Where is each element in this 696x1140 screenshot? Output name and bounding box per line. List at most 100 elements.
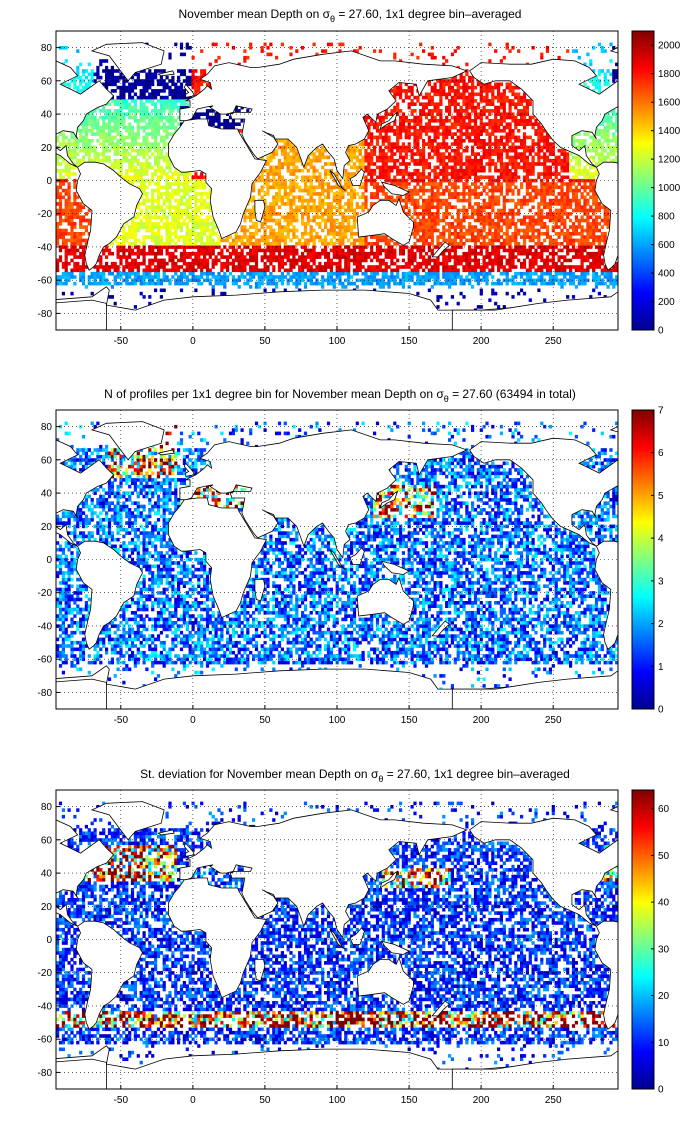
heatmap-cell — [188, 178, 192, 183]
heatmap-cell — [563, 182, 567, 186]
heatmap-cell — [312, 228, 316, 233]
heatmap-cell — [208, 245, 212, 249]
heatmap-cell — [413, 242, 417, 246]
heatmap-cell — [200, 205, 204, 209]
heatmap-cell — [531, 168, 535, 173]
heatmap-cell — [355, 202, 359, 206]
heatmap-cell — [292, 202, 296, 206]
heatmap-cell — [557, 232, 561, 236]
heatmap-cell — [263, 178, 267, 183]
heatmap-cell — [442, 188, 446, 193]
heatmap-cell — [292, 185, 296, 190]
heatmap-cell — [303, 265, 308, 269]
heatmap-cell — [286, 168, 290, 173]
heatmap-cell — [179, 275, 184, 279]
heatmap-cell — [566, 198, 570, 203]
heatmap-cell — [375, 245, 380, 249]
heatmap-cell — [171, 175, 175, 180]
heatmap-cell — [560, 222, 564, 226]
heatmap-cell — [384, 261, 388, 266]
heatmap-cell — [110, 165, 114, 170]
heatmap-cell — [540, 268, 544, 273]
heatmap-cell — [179, 278, 184, 283]
heatmap-cell — [289, 145, 293, 150]
heatmap-cell — [465, 278, 469, 283]
heatmap-cell — [243, 281, 247, 286]
heatmap-cell — [436, 175, 440, 180]
heatmap-cell — [482, 152, 486, 156]
heatmap-cell — [188, 278, 192, 283]
heatmap-cell — [283, 185, 287, 190]
heatmap-cell — [295, 261, 299, 266]
heatmap-cell — [436, 208, 440, 213]
heatmap-cell — [399, 185, 403, 190]
heatmap-cell — [560, 195, 564, 200]
heatmap-cell — [355, 238, 359, 243]
heatmap-cell — [182, 218, 186, 223]
heatmap-cell — [136, 248, 140, 253]
heatmap-cell — [390, 155, 394, 160]
heatmap-cell — [162, 142, 166, 146]
heatmap-cell — [427, 172, 431, 176]
heatmap-cell — [491, 232, 495, 236]
heatmap-cell — [551, 152, 555, 156]
heatmap-cell — [497, 228, 501, 233]
heatmap-cell — [289, 162, 293, 166]
heatmap-cell — [191, 278, 195, 283]
heatmap-cell — [439, 158, 443, 163]
heatmap-cell — [246, 278, 250, 283]
heatmap-cell — [159, 215, 163, 219]
heatmap-cell — [407, 142, 411, 146]
heatmap-cell — [76, 158, 80, 163]
heatmap-cell — [338, 238, 342, 243]
heatmap-cell — [145, 205, 149, 209]
heatmap-cell — [488, 158, 492, 163]
heatmap-cell — [465, 182, 469, 186]
heatmap-cell — [367, 275, 371, 279]
heatmap-cell — [110, 242, 114, 246]
heatmap-cell — [364, 195, 368, 200]
heatmap-cell — [534, 185, 538, 190]
heatmap-cell — [577, 281, 581, 286]
heatmap-cell — [494, 198, 498, 203]
heatmap-cell — [563, 158, 567, 163]
heatmap-cell — [508, 175, 512, 180]
heatmap-cell — [445, 301, 449, 306]
heatmap-cell — [148, 261, 152, 266]
heatmap-cell — [508, 168, 512, 173]
heatmap-cell — [194, 238, 198, 243]
heatmap-cell — [179, 281, 184, 286]
heatmap-cell — [148, 178, 152, 183]
heatmap-cell — [528, 228, 532, 233]
heatmap-cell — [427, 142, 431, 146]
heatmap-cell — [122, 255, 126, 259]
heatmap-cell — [597, 155, 601, 160]
heatmap-cell — [211, 271, 215, 276]
heatmap-cell — [280, 238, 284, 243]
heatmap-cell — [154, 188, 158, 193]
heatmap-cell — [427, 255, 431, 259]
heatmap-cell — [416, 182, 420, 186]
heatmap-cell — [205, 225, 210, 229]
heatmap-cell — [522, 261, 527, 266]
heatmap-cell — [162, 268, 166, 273]
heatmap-cell — [600, 248, 604, 253]
heatmap-cell — [548, 185, 552, 190]
heatmap-cell — [445, 185, 449, 190]
heatmap-cell — [410, 175, 414, 180]
heatmap-cell — [522, 218, 527, 223]
heatmap-cell — [499, 242, 503, 246]
heatmap-cell — [424, 258, 429, 263]
heatmap-cell — [606, 215, 610, 219]
heatmap-cell — [301, 168, 305, 173]
heatmap-cell — [188, 268, 192, 273]
heatmap-cell — [156, 251, 161, 256]
heatmap-cell — [347, 175, 351, 180]
heatmap-cell — [545, 175, 550, 180]
heatmap-cell — [272, 288, 276, 293]
heatmap-cell — [404, 148, 408, 153]
heatmap-cell — [266, 248, 270, 253]
heatmap-cell — [401, 142, 405, 146]
heatmap-cell — [560, 232, 564, 236]
heatmap-cell — [203, 222, 207, 226]
